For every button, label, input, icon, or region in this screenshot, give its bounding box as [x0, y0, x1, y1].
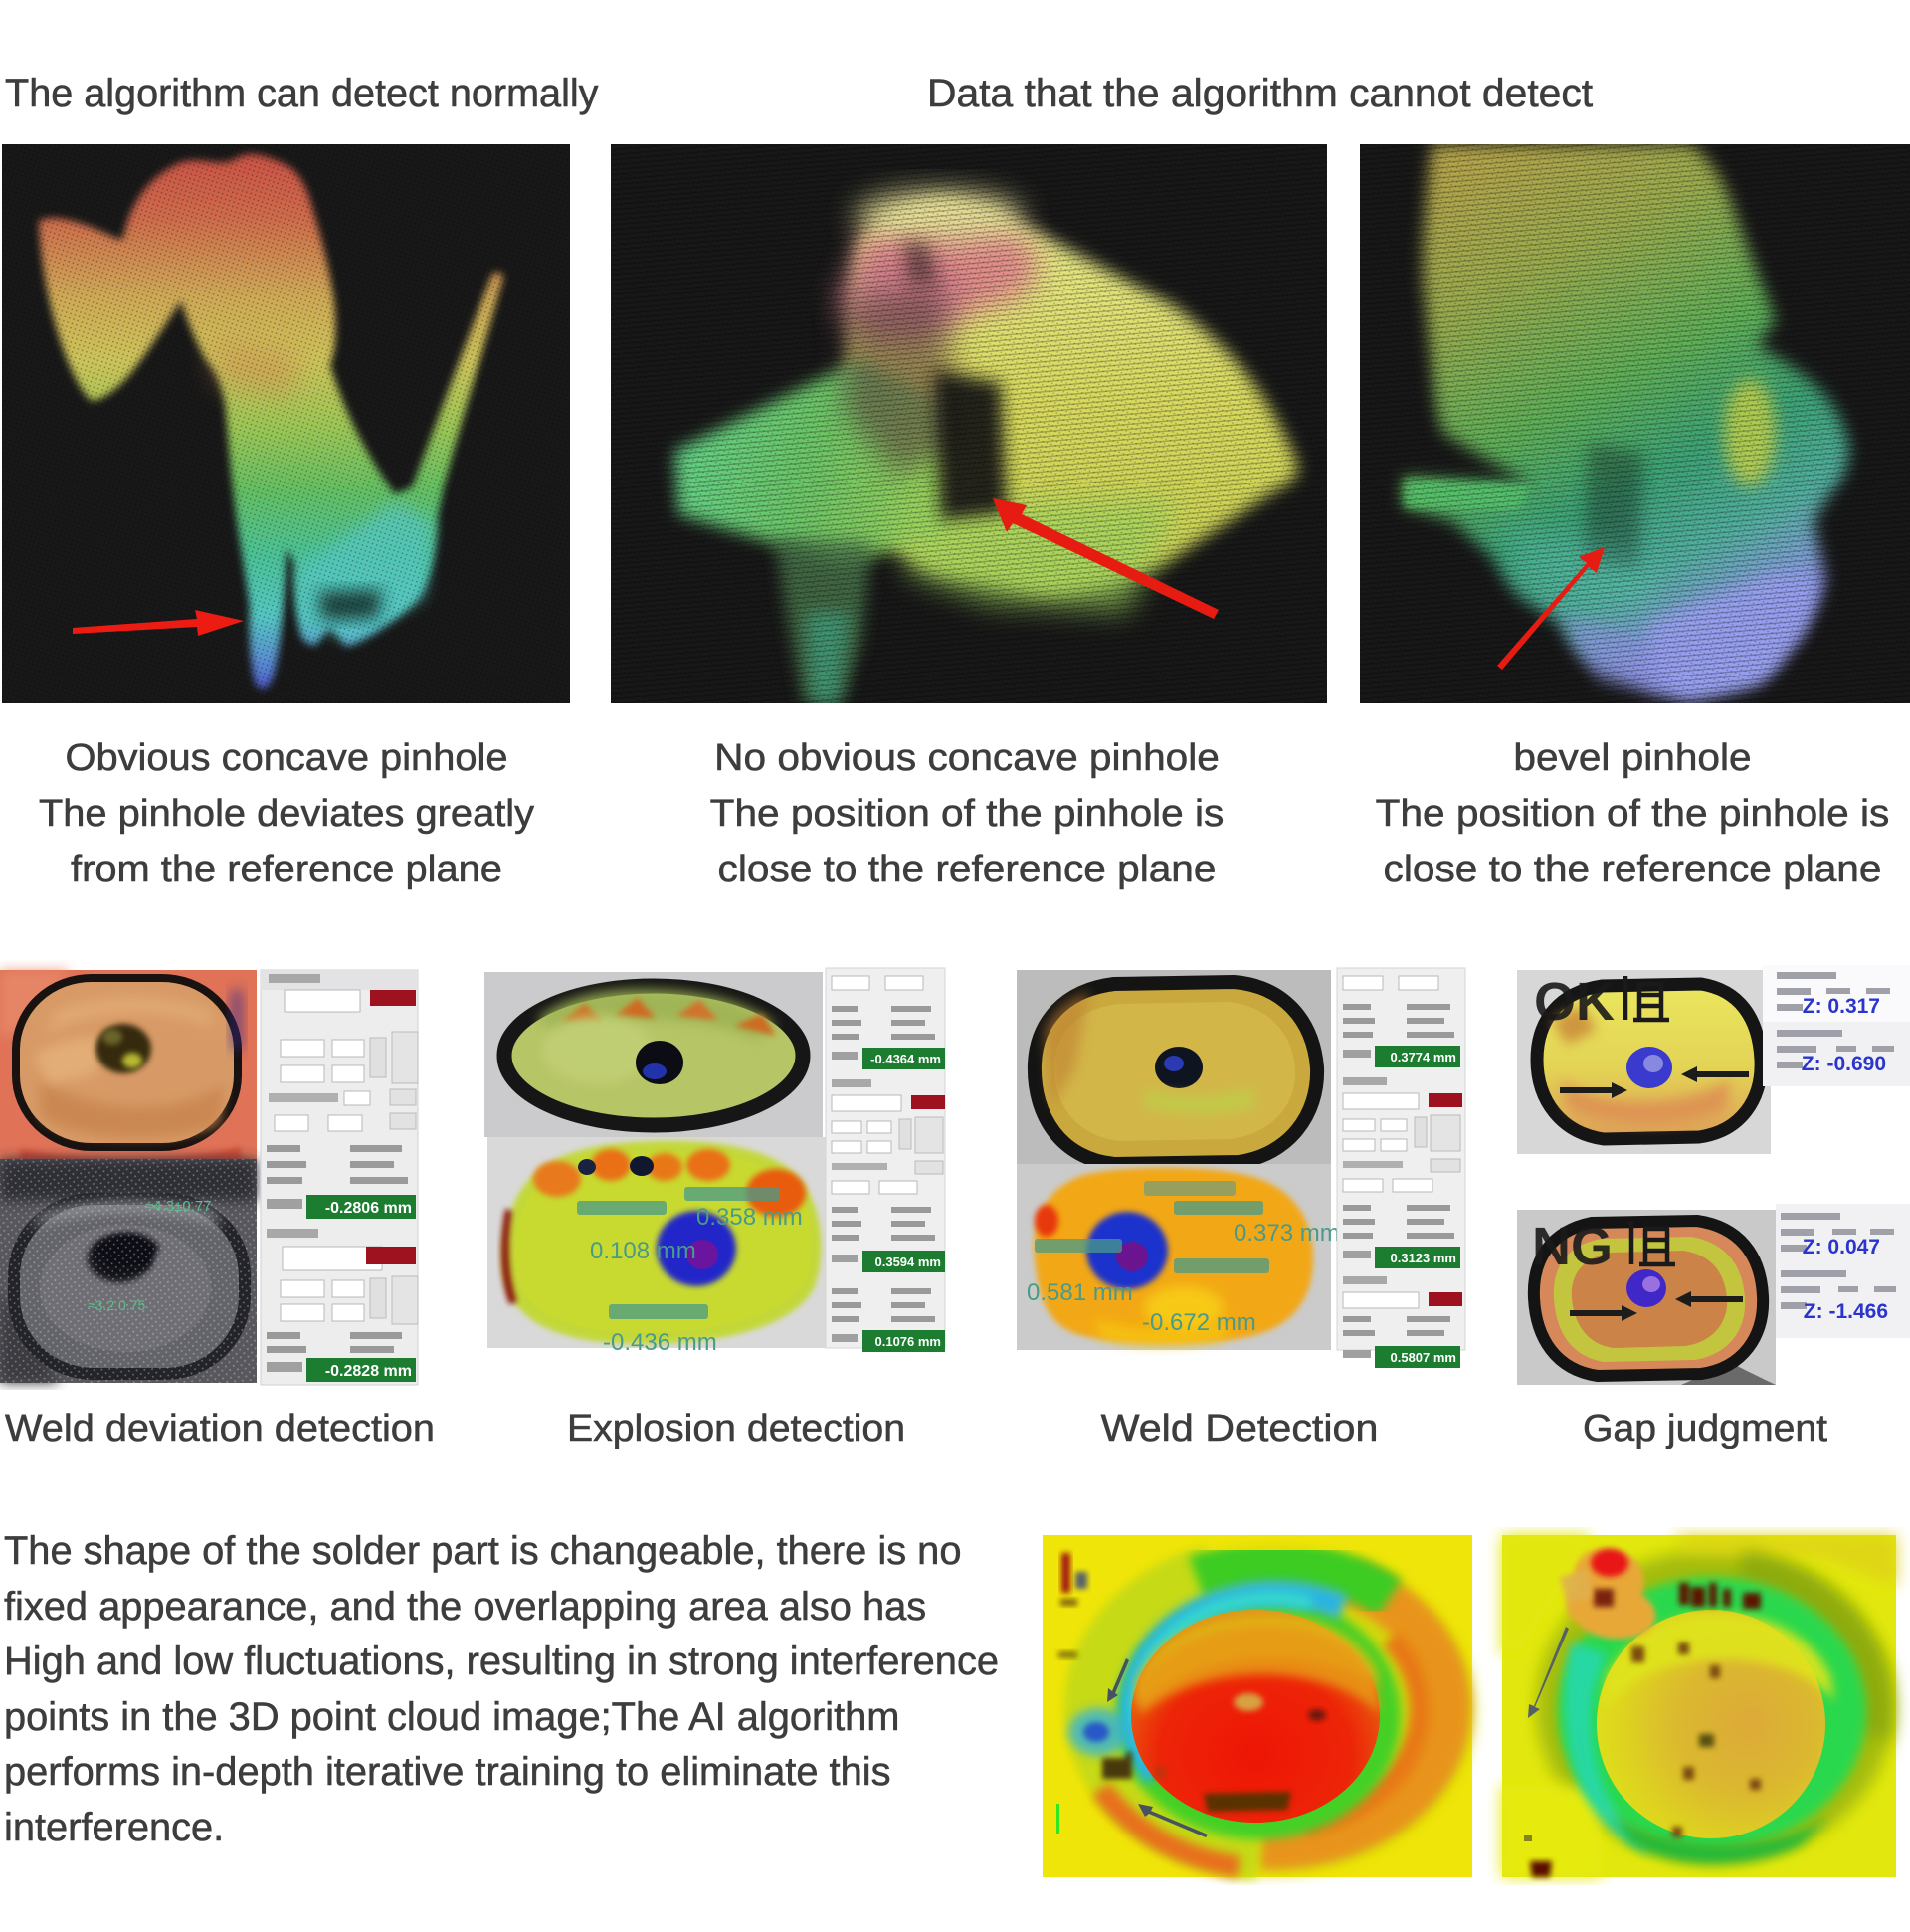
svg-text:Z: -0.690: Z: -0.690	[1802, 1053, 1886, 1075]
svg-text:OK: OK	[1534, 972, 1615, 1032]
svg-text:0.358 mm: 0.358 mm	[696, 1204, 803, 1231]
svg-text:0.373 mm: 0.373 mm	[1234, 1220, 1340, 1247]
svg-text:NG: NG	[1532, 1217, 1613, 1276]
svg-text:Z: 0.317: Z: 0.317	[1803, 995, 1880, 1018]
svg-text:-0.2828 mm: -0.2828 mm	[325, 1363, 412, 1380]
svg-text:-0.2806 mm: -0.2806 mm	[325, 1200, 412, 1217]
svg-text:-0.4364 mm: -0.4364 mm	[870, 1052, 941, 1066]
svg-text:≈4.3±0.77: ≈4.3±0.77	[145, 1198, 212, 1215]
svg-text:0.3594 mm: 0.3594 mm	[875, 1255, 942, 1269]
svg-text:≈3.2 0.75: ≈3.2 0.75	[88, 1297, 145, 1313]
svg-text:-0.672 mm: -0.672 mm	[1142, 1309, 1256, 1336]
svg-text:Z: -1.466: Z: -1.466	[1804, 1300, 1888, 1323]
svg-text:0.581 mm: 0.581 mm	[1027, 1279, 1133, 1306]
svg-text:0.3774 mm: 0.3774 mm	[1391, 1050, 1457, 1064]
svg-text:0.108 mm: 0.108 mm	[590, 1238, 696, 1264]
svg-text:0.5807 mm: 0.5807 mm	[1391, 1350, 1457, 1365]
svg-text:Z: 0.047: Z: 0.047	[1803, 1236, 1880, 1258]
svg-text:-0.436 mm: -0.436 mm	[603, 1329, 717, 1356]
svg-text:0.3123 mm: 0.3123 mm	[1391, 1251, 1457, 1265]
svg-text:0.1076 mm: 0.1076 mm	[875, 1334, 942, 1349]
